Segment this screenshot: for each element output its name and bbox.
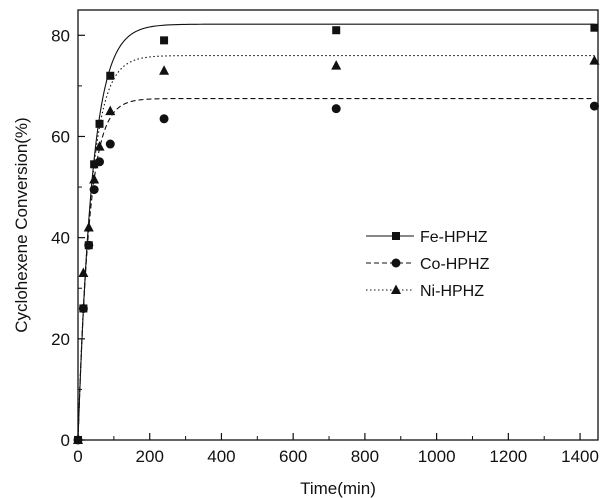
data-point-ni-hphz (331, 60, 342, 70)
data-point-co-hphz (78, 303, 88, 313)
x-tick-label: 400 (207, 447, 235, 466)
data-point-co-hphz (159, 114, 169, 124)
legend-marker (391, 284, 401, 294)
x-tick-label: 1200 (489, 447, 527, 466)
data-point-fe-hphz (90, 160, 99, 169)
data-point-ni-hphz (78, 267, 89, 278)
data-markers (73, 23, 600, 445)
data-point-ni-hphz (105, 105, 116, 116)
data-point-fe-hphz (332, 26, 341, 35)
x-tick-label: 1000 (418, 447, 456, 466)
x-tick-label: 800 (351, 447, 379, 466)
data-point-fe-hphz (590, 23, 599, 32)
x-tick-label: 0 (73, 447, 82, 466)
data-point-co-hphz (89, 185, 99, 195)
x-axis-title: Time(min) (300, 479, 376, 498)
y-tick-label: 0 (61, 431, 70, 450)
legend-marker (392, 232, 400, 240)
data-point-ni-hphz (589, 55, 600, 65)
x-tick-label: 1400 (561, 447, 599, 466)
fit-curve-ni-hphz (77, 54, 595, 441)
x-tick-label: 600 (279, 447, 307, 466)
data-point-fe-hphz (95, 119, 104, 128)
ticks: 0 200 400 600 800 1000 1200 1400 0 20 40 60 80 (51, 26, 599, 466)
legend-label: Ni-HPHZ (420, 283, 484, 300)
data-point-co-hphz (589, 101, 599, 111)
data-point-co-hphz (95, 157, 105, 167)
plot-frame (77, 9, 599, 441)
data-point-co-hphz (84, 240, 94, 250)
fit-curve-fe-hphz (77, 23, 595, 441)
data-point-fe-hphz (160, 36, 169, 45)
y-tick-label: 20 (51, 330, 70, 349)
data-point-ni-hphz (94, 141, 105, 151)
legend-label: Co-HPHZ (420, 256, 490, 273)
data-point-co-hphz (105, 139, 115, 149)
data-point-co-hphz (331, 104, 341, 114)
y-tick-label: 40 (51, 229, 70, 248)
y-tick-label: 80 (51, 26, 70, 45)
fit-curve-co-hphz (77, 97, 595, 441)
y-axis-title: Cyclohexene Conversion(%) (12, 117, 31, 332)
data-point-fe-hphz (106, 71, 115, 80)
legend-marker (391, 258, 401, 268)
legend-label: Fe-HPHZ (420, 229, 488, 246)
legend: Fe-HPHZ Co-HPHZ Ni-HPHZ (366, 229, 490, 300)
y-tick-label: 60 (51, 127, 70, 146)
data-point-ni-hphz (89, 173, 100, 184)
data-point-ni-hphz (159, 65, 170, 75)
fit-curves (77, 23, 595, 441)
x-tick-label: 200 (136, 447, 164, 466)
data-point-ni-hphz (83, 222, 94, 232)
axes (77, 9, 599, 441)
